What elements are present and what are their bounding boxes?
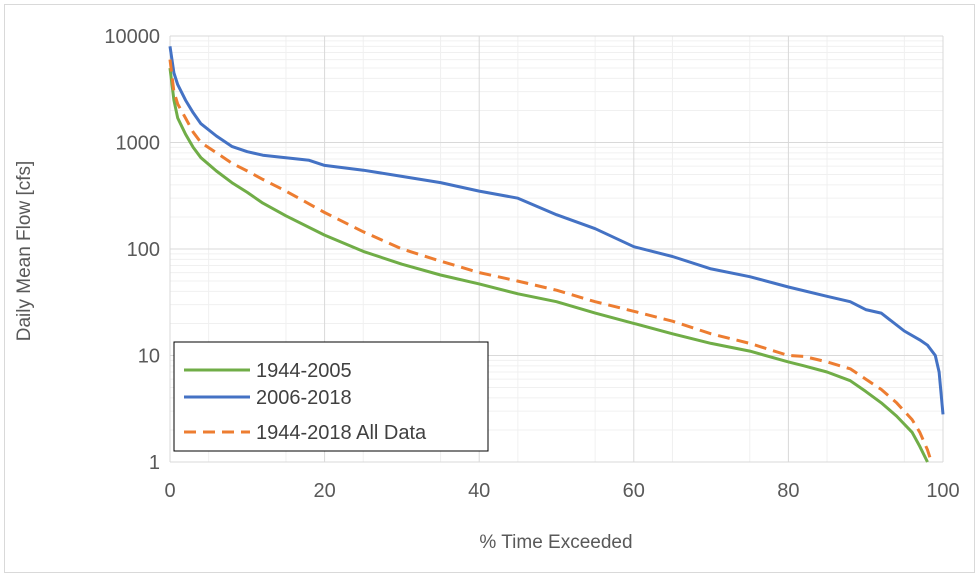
legend-label-3: 1944-2018 All Data — [256, 422, 427, 444]
series-line-2 — [168, 46, 945, 415]
y-tick-label: 10000 — [104, 26, 160, 48]
series-line-1 — [168, 67, 929, 463]
gridlines — [169, 35, 944, 463]
series-line-3 — [168, 59, 933, 463]
y-tick-label: 1000 — [116, 133, 161, 155]
x-axis-label: % Time Exceeded — [479, 532, 632, 553]
y-tick-label: 1 — [149, 452, 160, 474]
y-tick-label: 10 — [138, 346, 160, 368]
series-lines — [168, 46, 945, 463]
legend-label-1: 1944-2005 — [256, 360, 352, 382]
x-tick-label: 60 — [623, 480, 645, 502]
y-tick-label: 100 — [127, 239, 160, 261]
y-axis-label: Daily Mean Flow [cfs] — [14, 161, 35, 342]
x-tick-label: 100 — [926, 480, 959, 502]
legend: 1944-2005 2006-2018 1944-2018 All Data — [173, 341, 489, 452]
legend-label-2: 2006-2018 — [256, 387, 352, 409]
x-tick-label: 20 — [313, 480, 335, 502]
x-tick-label: 80 — [777, 480, 799, 502]
x-tick-label: 0 — [164, 480, 175, 502]
chart-frame — [4, 4, 975, 573]
x-tick-label: 40 — [468, 480, 490, 502]
tick-labels: 1 10 100 1000 10000 0 20 40 60 80 100 — [104, 26, 959, 502]
